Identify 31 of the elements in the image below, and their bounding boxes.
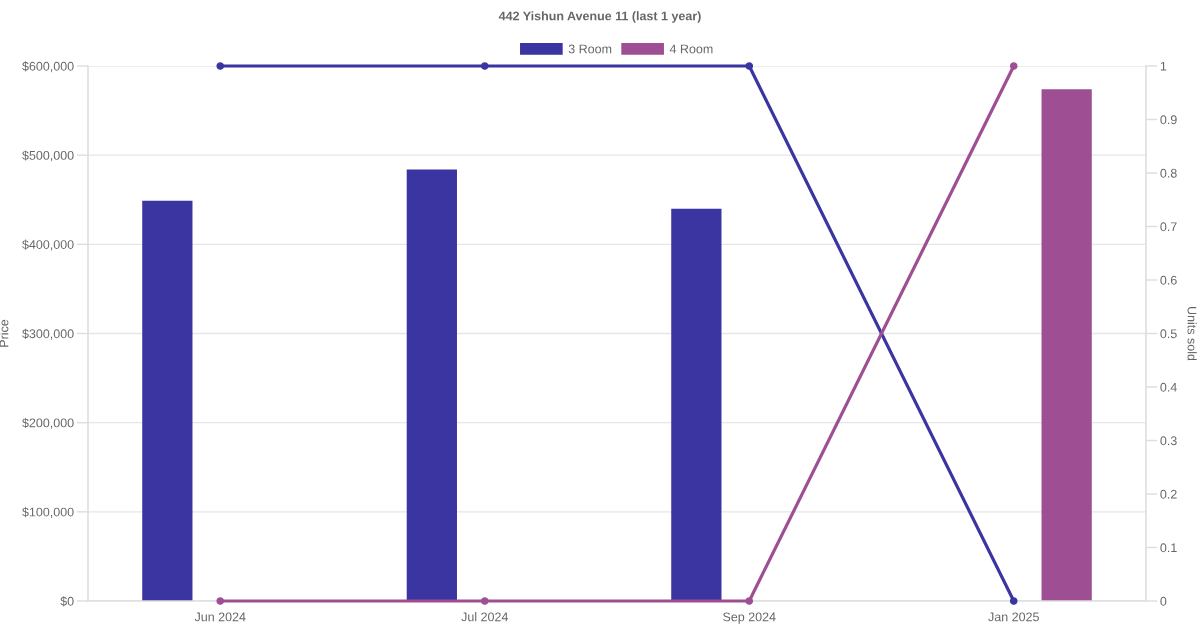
bar bbox=[406, 169, 457, 601]
y-axis-title: Price bbox=[0, 319, 9, 347]
bar bbox=[1041, 89, 1092, 601]
chart-title: 442 Yishun Avenue 11 (last 1 year) bbox=[498, 11, 701, 23]
x-tick-label: Jan 2025 bbox=[988, 612, 1039, 622]
y2-tick-label: 0.7 bbox=[1160, 222, 1177, 232]
y2-axis-title: Units sold bbox=[1187, 307, 1197, 361]
legend-label: 4 Room bbox=[669, 44, 713, 54]
y2-tick-label: 0.1 bbox=[1160, 543, 1177, 553]
y2-tick-label: 0.6 bbox=[1160, 275, 1177, 285]
y-tick-label: $500,000 bbox=[22, 150, 74, 162]
y-tick-label: $600,000 bbox=[22, 61, 74, 73]
y-tick-label: $300,000 bbox=[22, 328, 74, 340]
y2-tick-label: 0.2 bbox=[1160, 489, 1177, 499]
legend-label: 3 Room bbox=[568, 44, 612, 54]
x-tick-label: Jun 2024 bbox=[194, 612, 246, 622]
y2-tick-label: 0.8 bbox=[1160, 168, 1177, 178]
y-tick-label: $100,000 bbox=[22, 507, 74, 518]
y-tick-label: $0 bbox=[60, 596, 74, 607]
y-tick-label: $400,000 bbox=[22, 239, 74, 251]
y2-tick-label: 0.9 bbox=[1160, 115, 1177, 125]
y2-tick-label: 0.3 bbox=[1160, 436, 1177, 446]
y2-tick-label: 0 bbox=[1160, 596, 1167, 606]
bar bbox=[142, 200, 193, 601]
x-tick-label: Jul 2024 bbox=[461, 612, 509, 622]
bar bbox=[671, 208, 722, 601]
y-tick-label: $200,000 bbox=[22, 417, 74, 429]
y2-tick-label: 0.5 bbox=[1160, 329, 1177, 339]
y2-tick-label: 1 bbox=[1160, 61, 1167, 71]
y2-tick-label: 0.4 bbox=[1160, 382, 1177, 392]
x-tick-label: Sep 2024 bbox=[723, 612, 776, 624]
